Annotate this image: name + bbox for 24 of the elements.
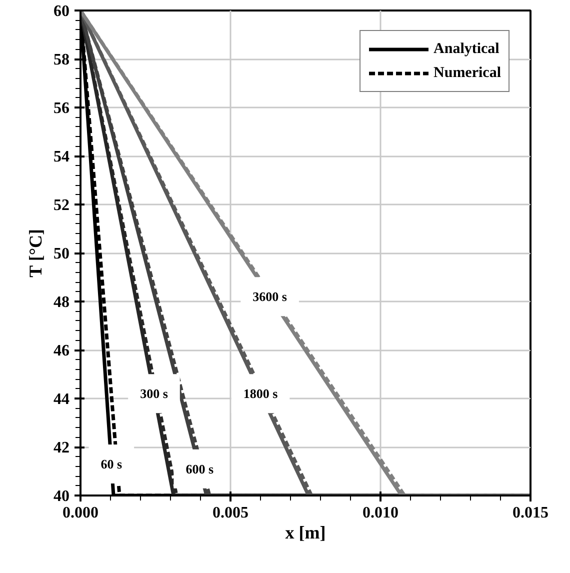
annotation: 600 s	[186, 461, 214, 476]
legend-label: Numerical	[434, 64, 501, 82]
y-tick-label: 52	[54, 197, 70, 214]
y-tick-label: 42	[54, 440, 70, 456]
y-tick-label: 48	[54, 294, 70, 311]
y-tick-label: 50	[54, 246, 70, 262]
y-axis-title: T [°C]	[26, 228, 46, 278]
x-axis-title: x [m]	[285, 522, 326, 542]
x-tick-label: 0.015	[512, 504, 548, 522]
y-tick-label: 54	[54, 148, 70, 166]
annotation: 300 s	[140, 386, 168, 402]
annotation: 3600 s	[252, 289, 287, 304]
annotation: 60 s	[100, 456, 122, 472]
y-tick-label: 40	[54, 488, 70, 505]
annotation: 1800 s	[243, 386, 278, 402]
y-tick-label: 56	[54, 100, 70, 117]
x-tick-label: 0.010	[362, 504, 398, 522]
y-tick-label: 46	[54, 342, 70, 360]
y-tick-label: 58	[54, 52, 70, 68]
legend-label: Analytical	[434, 40, 500, 58]
y-tick-label: 60	[54, 3, 70, 20]
y-tick-label: 44	[54, 391, 70, 408]
x-tick-label: 0.005	[212, 504, 248, 522]
x-tick-label: 0.000	[62, 504, 98, 522]
